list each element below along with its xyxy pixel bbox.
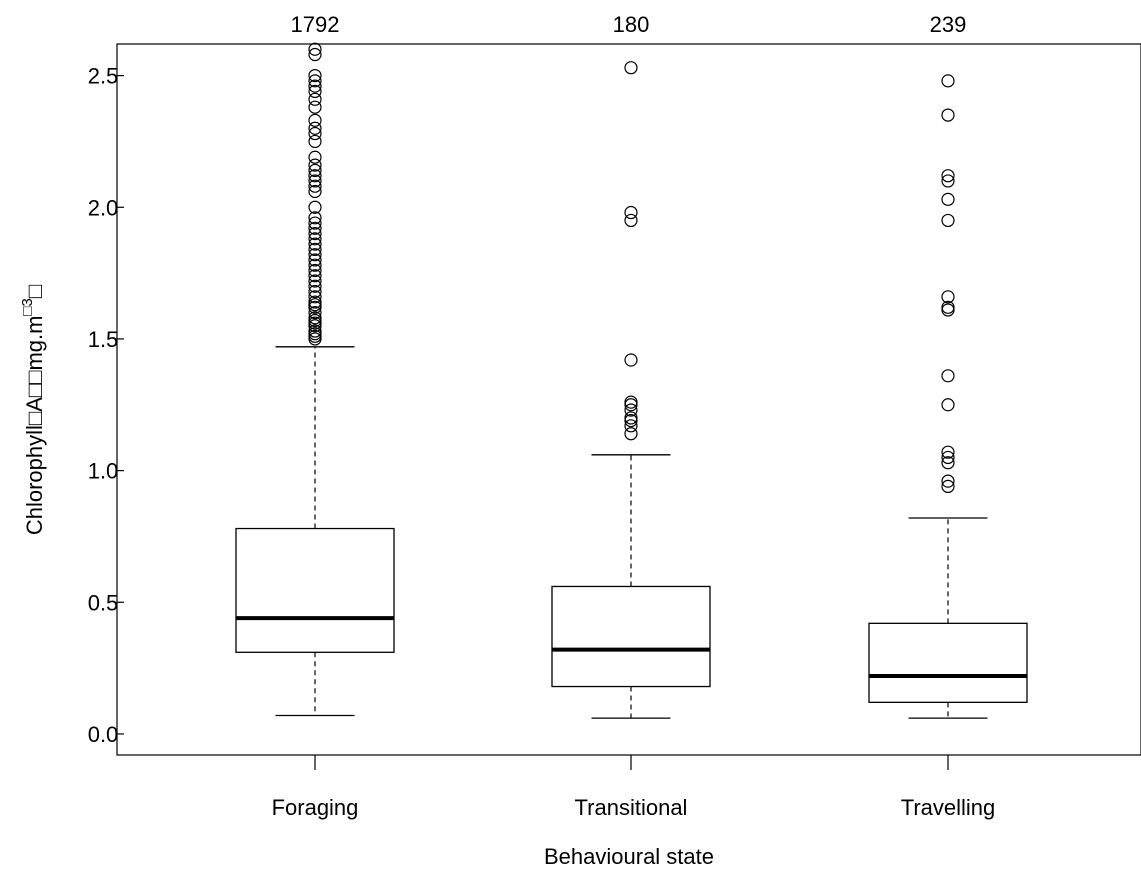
x-axis-label: Behavioural state — [544, 844, 714, 869]
outlier-point — [308, 211, 322, 225]
x-tick-label: Foraging — [272, 795, 359, 820]
y-tick-label: 2.5 — [88, 64, 119, 89]
iqr-box — [235, 527, 395, 653]
y-axis-label-superscript: □3 — [19, 298, 36, 315]
outlier-point — [624, 61, 638, 75]
outlier-point — [308, 92, 322, 106]
outlier-point — [308, 227, 322, 241]
outlier-point — [308, 163, 322, 177]
outlier-point — [308, 242, 322, 256]
outlier-point — [308, 237, 322, 251]
outlier-point — [624, 419, 638, 433]
outlier-point — [308, 306, 322, 320]
y-tick-label: 1.0 — [88, 459, 119, 484]
outlier-point — [308, 169, 322, 183]
outlier-point — [308, 113, 322, 127]
outlier-point — [941, 213, 955, 228]
outlier-point — [941, 174, 955, 188]
box-group — [551, 61, 711, 719]
outlier-point — [941, 450, 955, 465]
outlier-point — [941, 479, 955, 493]
outlier-point — [308, 216, 322, 230]
outlier-point — [308, 74, 322, 88]
outlier-point — [308, 42, 322, 56]
outlier-point — [308, 84, 322, 99]
outlier-point — [308, 134, 322, 149]
y-tick-label: 2.0 — [88, 195, 119, 220]
outlier-point — [308, 100, 322, 114]
y-tick-label: 1.5 — [88, 327, 119, 352]
y-axis-label-suffix: □ — [22, 285, 47, 298]
outlier-point — [624, 398, 638, 412]
outlier-point — [308, 248, 322, 262]
outlier-point — [308, 47, 322, 62]
outlier-point — [941, 474, 955, 488]
outlier-point — [308, 324, 322, 338]
outlier-point — [941, 300, 955, 314]
outlier-point — [308, 79, 322, 93]
outlier-point — [308, 150, 322, 164]
y-tick-label: 0.0 — [88, 722, 119, 747]
y-axis: 0.0 0.5 1.0 1.5 2.0 2.5 — [88, 64, 124, 747]
box-group — [868, 74, 1028, 719]
sample-size-label: 180 — [613, 12, 650, 37]
outlier-point — [308, 274, 322, 288]
outlier-point — [308, 263, 322, 278]
iqr-box — [868, 622, 1028, 703]
outlier-point — [308, 232, 322, 246]
x-axis: Foraging Transitional Travelling — [272, 755, 996, 820]
outlier-point — [941, 303, 955, 317]
x-tick-label: Transitional — [575, 795, 688, 820]
y-axis-label: Chlorophyll□A□□mg.m□3□ — [19, 285, 47, 535]
outlier-point — [308, 290, 322, 304]
outlier-point — [308, 284, 322, 299]
outlier-point — [308, 184, 322, 199]
outlier-point — [308, 200, 322, 214]
iqr-box — [551, 585, 711, 688]
outlier-point — [624, 427, 638, 441]
outlier-point — [308, 174, 322, 188]
y-axis-label-main: Chlorophyll□A□□mg.m — [22, 316, 47, 536]
sample-size-label: 1792 — [291, 12, 340, 37]
outlier-point — [308, 126, 322, 141]
outlier-point — [941, 398, 955, 412]
outlier-point — [308, 121, 322, 135]
outlier-point — [941, 192, 955, 206]
y-tick-label: 0.5 — [88, 590, 119, 615]
outlier-point — [624, 205, 638, 220]
sample-size-labels: 1792 180 239 — [291, 12, 967, 37]
outlier-point — [308, 253, 322, 267]
sample-size-label: 239 — [930, 12, 967, 37]
outlier-point — [308, 158, 322, 172]
outlier-point — [308, 179, 322, 193]
outlier-point — [308, 311, 322, 325]
outlier-point — [941, 74, 955, 88]
outlier-point — [624, 395, 638, 409]
box-series — [235, 42, 1028, 719]
outlier-point — [941, 445, 955, 459]
outlier-point — [941, 169, 955, 183]
outlier-point — [624, 353, 638, 367]
outlier-point — [624, 403, 638, 417]
outlier-point — [308, 279, 322, 293]
box-group — [235, 42, 395, 717]
x-tick-label: Travelling — [901, 795, 996, 820]
outlier-point — [624, 411, 638, 425]
outlier-point — [941, 108, 955, 122]
outlier-point — [941, 290, 955, 304]
outlier-point — [308, 269, 322, 283]
outlier-point — [624, 213, 638, 228]
outlier-point — [308, 295, 322, 309]
outlier-point — [308, 221, 322, 235]
outlier-point — [941, 369, 955, 383]
outlier-point — [308, 258, 322, 272]
outlier-point — [941, 456, 955, 470]
plot-frame — [116, 43, 1141, 756]
outlier-point — [308, 68, 322, 83]
